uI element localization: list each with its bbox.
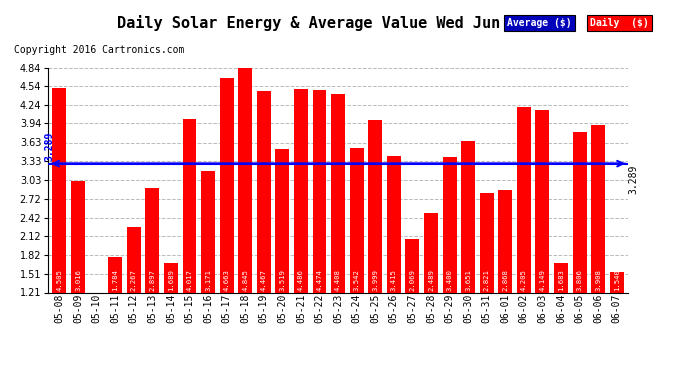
Bar [294, 90, 308, 292]
Text: 1.784: 1.784 [112, 269, 118, 291]
Text: 4.486: 4.486 [298, 269, 304, 291]
Bar [164, 263, 178, 292]
Bar [535, 110, 549, 292]
Bar [219, 78, 234, 292]
Bar [71, 180, 85, 292]
Text: 2.267: 2.267 [130, 269, 137, 291]
Text: Copyright 2016 Cartronics.com: Copyright 2016 Cartronics.com [14, 45, 184, 55]
Text: 4.845: 4.845 [242, 269, 248, 291]
Text: 1.689: 1.689 [168, 269, 174, 291]
Text: 4.505: 4.505 [57, 269, 63, 291]
Text: 2.489: 2.489 [428, 269, 434, 291]
Text: 3.806: 3.806 [577, 269, 582, 291]
Text: 3.519: 3.519 [279, 269, 286, 291]
Bar [238, 67, 252, 292]
Text: 3.289: 3.289 [44, 132, 55, 161]
Text: 3.415: 3.415 [391, 269, 397, 291]
Text: 3.289: 3.289 [629, 165, 639, 194]
Text: 3.542: 3.542 [354, 269, 359, 291]
Bar [387, 156, 401, 292]
Text: Daily Solar Energy & Average Value Wed Jun 8 20:28: Daily Solar Energy & Average Value Wed J… [117, 15, 573, 31]
Bar [313, 90, 326, 292]
Bar [480, 193, 493, 292]
Bar [275, 149, 289, 292]
Bar [368, 120, 382, 292]
Bar [331, 94, 345, 292]
Text: 2.897: 2.897 [149, 269, 155, 291]
Text: Daily  ($): Daily ($) [590, 18, 649, 28]
Text: 4.017: 4.017 [186, 269, 193, 291]
Bar [424, 213, 438, 292]
Text: 3.908: 3.908 [595, 269, 601, 291]
Text: 4.149: 4.149 [540, 269, 546, 291]
Text: 3.171: 3.171 [205, 269, 211, 291]
Text: 3.016: 3.016 [75, 269, 81, 291]
Bar [517, 107, 531, 292]
Text: 4.467: 4.467 [261, 269, 267, 291]
Bar [610, 272, 624, 292]
Text: Average ($): Average ($) [507, 18, 572, 28]
Bar [201, 171, 215, 292]
Text: 2.821: 2.821 [484, 269, 490, 291]
Bar [554, 263, 568, 292]
Bar [183, 118, 197, 292]
Bar [573, 132, 586, 292]
Text: 2.069: 2.069 [409, 269, 415, 291]
Bar [442, 157, 457, 292]
Bar [52, 88, 66, 292]
Bar [406, 239, 420, 292]
Text: 3.400: 3.400 [446, 269, 453, 291]
Text: 2.868: 2.868 [502, 269, 509, 291]
Text: 1.540: 1.540 [613, 269, 620, 291]
Text: 4.408: 4.408 [335, 269, 341, 291]
Text: 3.999: 3.999 [372, 269, 378, 291]
Bar [498, 190, 512, 292]
Text: 1.683: 1.683 [558, 269, 564, 291]
Bar [350, 148, 364, 292]
Bar [461, 141, 475, 292]
Text: 4.205: 4.205 [521, 269, 527, 291]
Text: 4.474: 4.474 [317, 269, 322, 291]
Bar [591, 125, 605, 292]
Bar [257, 91, 270, 292]
Bar [127, 227, 141, 292]
Bar [108, 257, 122, 292]
Text: 4.663: 4.663 [224, 269, 230, 291]
Bar [146, 188, 159, 292]
Text: 3.651: 3.651 [465, 269, 471, 291]
